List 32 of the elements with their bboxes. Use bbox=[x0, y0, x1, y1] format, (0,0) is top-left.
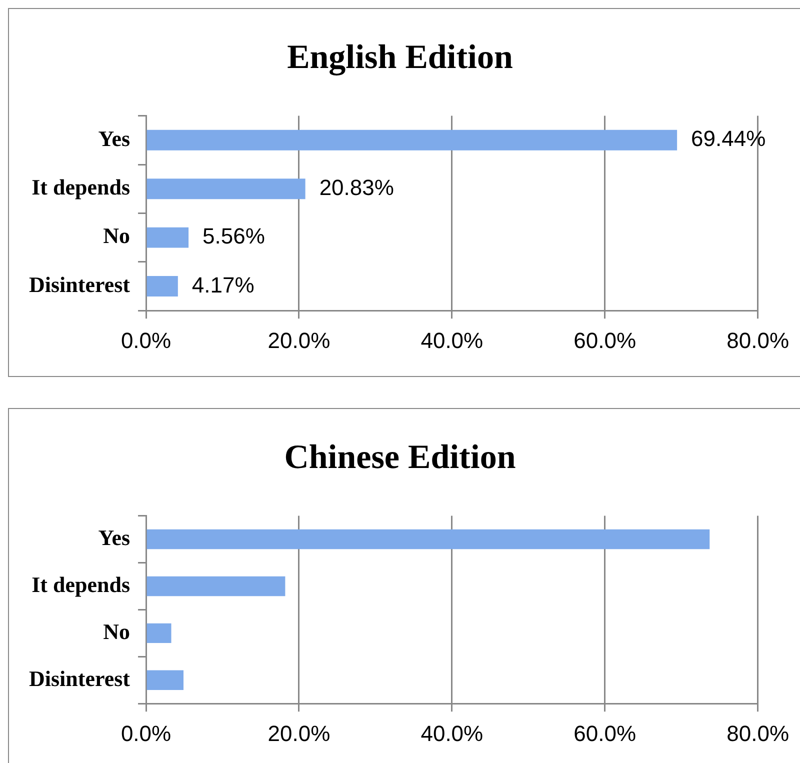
data-label: 5.56% bbox=[202, 224, 265, 249]
bar bbox=[146, 227, 189, 248]
bar bbox=[146, 670, 184, 690]
x-tick-label: 80.0% bbox=[726, 328, 790, 353]
data-label: 4.17% bbox=[192, 272, 254, 298]
y-tick-label: Yes bbox=[98, 524, 130, 550]
y-tick-label: Disinterest bbox=[28, 666, 131, 691]
data-label: 20.83% bbox=[319, 174, 394, 200]
y-tick-label: Disinterest bbox=[28, 272, 131, 297]
x-tick-label: 20.0% bbox=[268, 720, 330, 746]
data-label: 69.44% bbox=[691, 126, 766, 152]
x-tick-label: 40.0% bbox=[420, 328, 484, 353]
y-tick-label: No bbox=[103, 618, 130, 644]
bar bbox=[146, 576, 286, 596]
x-tick-label: 20.0% bbox=[268, 328, 330, 353]
x-tick-label: 60.0% bbox=[574, 328, 636, 353]
y-tick-label: It depends bbox=[32, 572, 130, 597]
chart-title: English Edition bbox=[287, 39, 513, 76]
bar bbox=[146, 529, 710, 550]
y-tick-label: Yes bbox=[98, 126, 130, 151]
x-tick-label: 0.0% bbox=[120, 720, 172, 746]
y-tick-label: No bbox=[103, 223, 130, 248]
x-tick-label: 40.0% bbox=[420, 720, 484, 746]
x-tick-label: 60.0% bbox=[574, 720, 636, 746]
x-tick-label: 80.0% bbox=[726, 720, 790, 746]
bar bbox=[146, 178, 306, 200]
bar bbox=[146, 130, 678, 150]
chart-title: Chinese Edition bbox=[284, 439, 516, 476]
bar bbox=[146, 276, 178, 296]
bar bbox=[146, 623, 172, 644]
x-tick-label: 0.0% bbox=[120, 328, 172, 353]
y-tick-label: It depends bbox=[32, 174, 130, 200]
